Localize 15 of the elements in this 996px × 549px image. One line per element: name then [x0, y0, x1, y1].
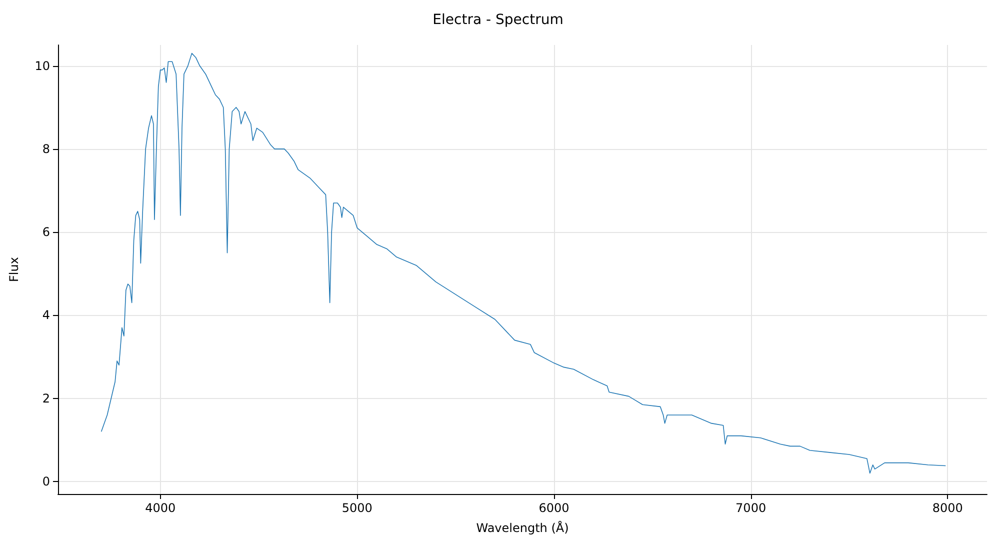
y-tick-label: 2 [42, 391, 50, 406]
x-tick-label: 5000 [342, 501, 372, 515]
y-tick-label: 4 [42, 308, 50, 322]
x-tick-label: 6000 [538, 501, 570, 515]
chart-title: Electra - Spectrum [432, 12, 564, 28]
y-tick-label: 10 [34, 58, 50, 73]
y-axis-title: Flux [7, 257, 21, 282]
x-tick-label: 4000 [145, 501, 176, 515]
line-series [100, 52, 946, 474]
x-tick-label: 8000 [932, 501, 963, 515]
x-axis-title: Wavelength (Å) [476, 520, 569, 535]
y-tick-label: 0 [42, 474, 50, 489]
y-tick-label: 8 [42, 142, 50, 156]
y-tick-label: 6 [42, 225, 50, 240]
x-tick-label: 7000 [736, 501, 766, 515]
